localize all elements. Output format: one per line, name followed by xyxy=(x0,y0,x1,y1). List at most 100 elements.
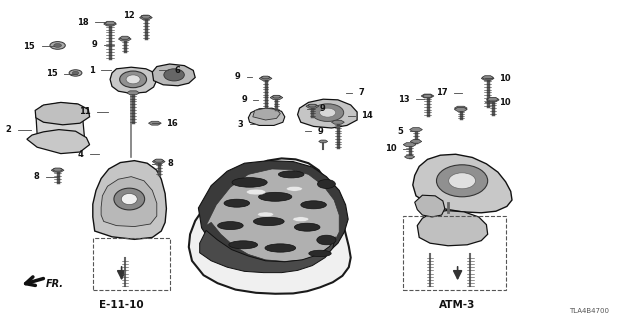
Text: 9: 9 xyxy=(241,95,247,104)
Text: 12: 12 xyxy=(123,11,134,20)
Polygon shape xyxy=(118,37,131,41)
Polygon shape xyxy=(200,230,335,273)
Bar xyxy=(93,238,170,290)
Text: TLA4B4700: TLA4B4700 xyxy=(569,308,609,314)
Ellipse shape xyxy=(114,188,145,210)
Text: E-11-10: E-11-10 xyxy=(99,300,144,310)
Polygon shape xyxy=(404,155,415,158)
Ellipse shape xyxy=(259,192,292,201)
Polygon shape xyxy=(120,36,130,39)
Polygon shape xyxy=(140,16,152,20)
Polygon shape xyxy=(421,94,434,98)
Polygon shape xyxy=(36,103,84,147)
Ellipse shape xyxy=(294,223,320,231)
Polygon shape xyxy=(206,169,339,261)
Polygon shape xyxy=(486,98,499,102)
Ellipse shape xyxy=(317,180,335,188)
Polygon shape xyxy=(261,76,270,79)
Polygon shape xyxy=(422,94,433,98)
Text: ATM-3: ATM-3 xyxy=(440,300,476,310)
Polygon shape xyxy=(198,161,348,265)
Text: 8: 8 xyxy=(168,159,173,168)
Ellipse shape xyxy=(126,75,140,84)
Ellipse shape xyxy=(120,71,147,88)
Polygon shape xyxy=(152,64,195,86)
Ellipse shape xyxy=(218,221,243,230)
Ellipse shape xyxy=(292,217,308,221)
Ellipse shape xyxy=(229,241,257,249)
Polygon shape xyxy=(413,154,512,213)
Polygon shape xyxy=(35,102,90,125)
Polygon shape xyxy=(272,95,281,98)
Text: 4: 4 xyxy=(77,150,83,159)
Text: 9: 9 xyxy=(235,72,241,81)
Polygon shape xyxy=(417,211,488,246)
Polygon shape xyxy=(298,99,357,128)
Polygon shape xyxy=(104,21,116,25)
Text: 9: 9 xyxy=(317,127,323,136)
Polygon shape xyxy=(104,22,116,26)
Polygon shape xyxy=(319,140,328,143)
Polygon shape xyxy=(51,168,64,172)
Polygon shape xyxy=(308,104,317,107)
Text: FR.: FR. xyxy=(46,279,64,289)
Polygon shape xyxy=(152,160,165,164)
Ellipse shape xyxy=(320,108,336,117)
Polygon shape xyxy=(148,121,161,125)
Ellipse shape xyxy=(436,165,488,197)
Text: 15: 15 xyxy=(46,69,58,78)
Text: 9: 9 xyxy=(320,104,326,113)
Circle shape xyxy=(69,70,82,76)
Text: 3: 3 xyxy=(237,120,243,129)
Ellipse shape xyxy=(164,69,184,81)
Text: 18: 18 xyxy=(77,18,88,27)
Polygon shape xyxy=(410,128,422,132)
Polygon shape xyxy=(306,104,319,108)
Polygon shape xyxy=(27,130,90,154)
Ellipse shape xyxy=(278,171,304,178)
Text: 13: 13 xyxy=(398,95,410,104)
Text: 6: 6 xyxy=(174,66,180,75)
Text: 11: 11 xyxy=(79,108,91,116)
Bar xyxy=(403,216,506,290)
Text: 10: 10 xyxy=(499,74,511,83)
Text: 10: 10 xyxy=(499,98,511,107)
Polygon shape xyxy=(248,108,285,125)
Polygon shape xyxy=(127,91,140,95)
Ellipse shape xyxy=(253,217,284,226)
Polygon shape xyxy=(487,98,499,101)
Polygon shape xyxy=(93,161,166,239)
Ellipse shape xyxy=(257,212,274,217)
Polygon shape xyxy=(253,108,280,120)
Polygon shape xyxy=(403,143,416,147)
Polygon shape xyxy=(52,168,63,171)
Polygon shape xyxy=(454,108,467,111)
Ellipse shape xyxy=(449,173,476,189)
Polygon shape xyxy=(454,106,467,110)
Polygon shape xyxy=(482,76,493,79)
Ellipse shape xyxy=(309,250,332,257)
Circle shape xyxy=(54,44,61,47)
Polygon shape xyxy=(189,158,351,294)
Text: 8: 8 xyxy=(34,172,40,181)
Polygon shape xyxy=(410,140,422,143)
Polygon shape xyxy=(259,76,272,80)
Ellipse shape xyxy=(265,244,296,252)
Polygon shape xyxy=(332,120,344,124)
Ellipse shape xyxy=(301,201,326,209)
Text: 17: 17 xyxy=(436,88,448,97)
Ellipse shape xyxy=(312,104,344,121)
Polygon shape xyxy=(141,15,151,18)
Text: 14: 14 xyxy=(361,111,372,120)
Text: 10: 10 xyxy=(385,144,397,153)
Text: 9: 9 xyxy=(92,40,97,49)
Polygon shape xyxy=(415,195,445,217)
Ellipse shape xyxy=(246,189,266,195)
Circle shape xyxy=(50,42,65,49)
Ellipse shape xyxy=(287,186,303,191)
Polygon shape xyxy=(154,159,164,162)
Circle shape xyxy=(72,71,79,75)
Text: 7: 7 xyxy=(358,88,364,97)
Ellipse shape xyxy=(232,178,268,187)
Text: 2: 2 xyxy=(6,125,12,134)
